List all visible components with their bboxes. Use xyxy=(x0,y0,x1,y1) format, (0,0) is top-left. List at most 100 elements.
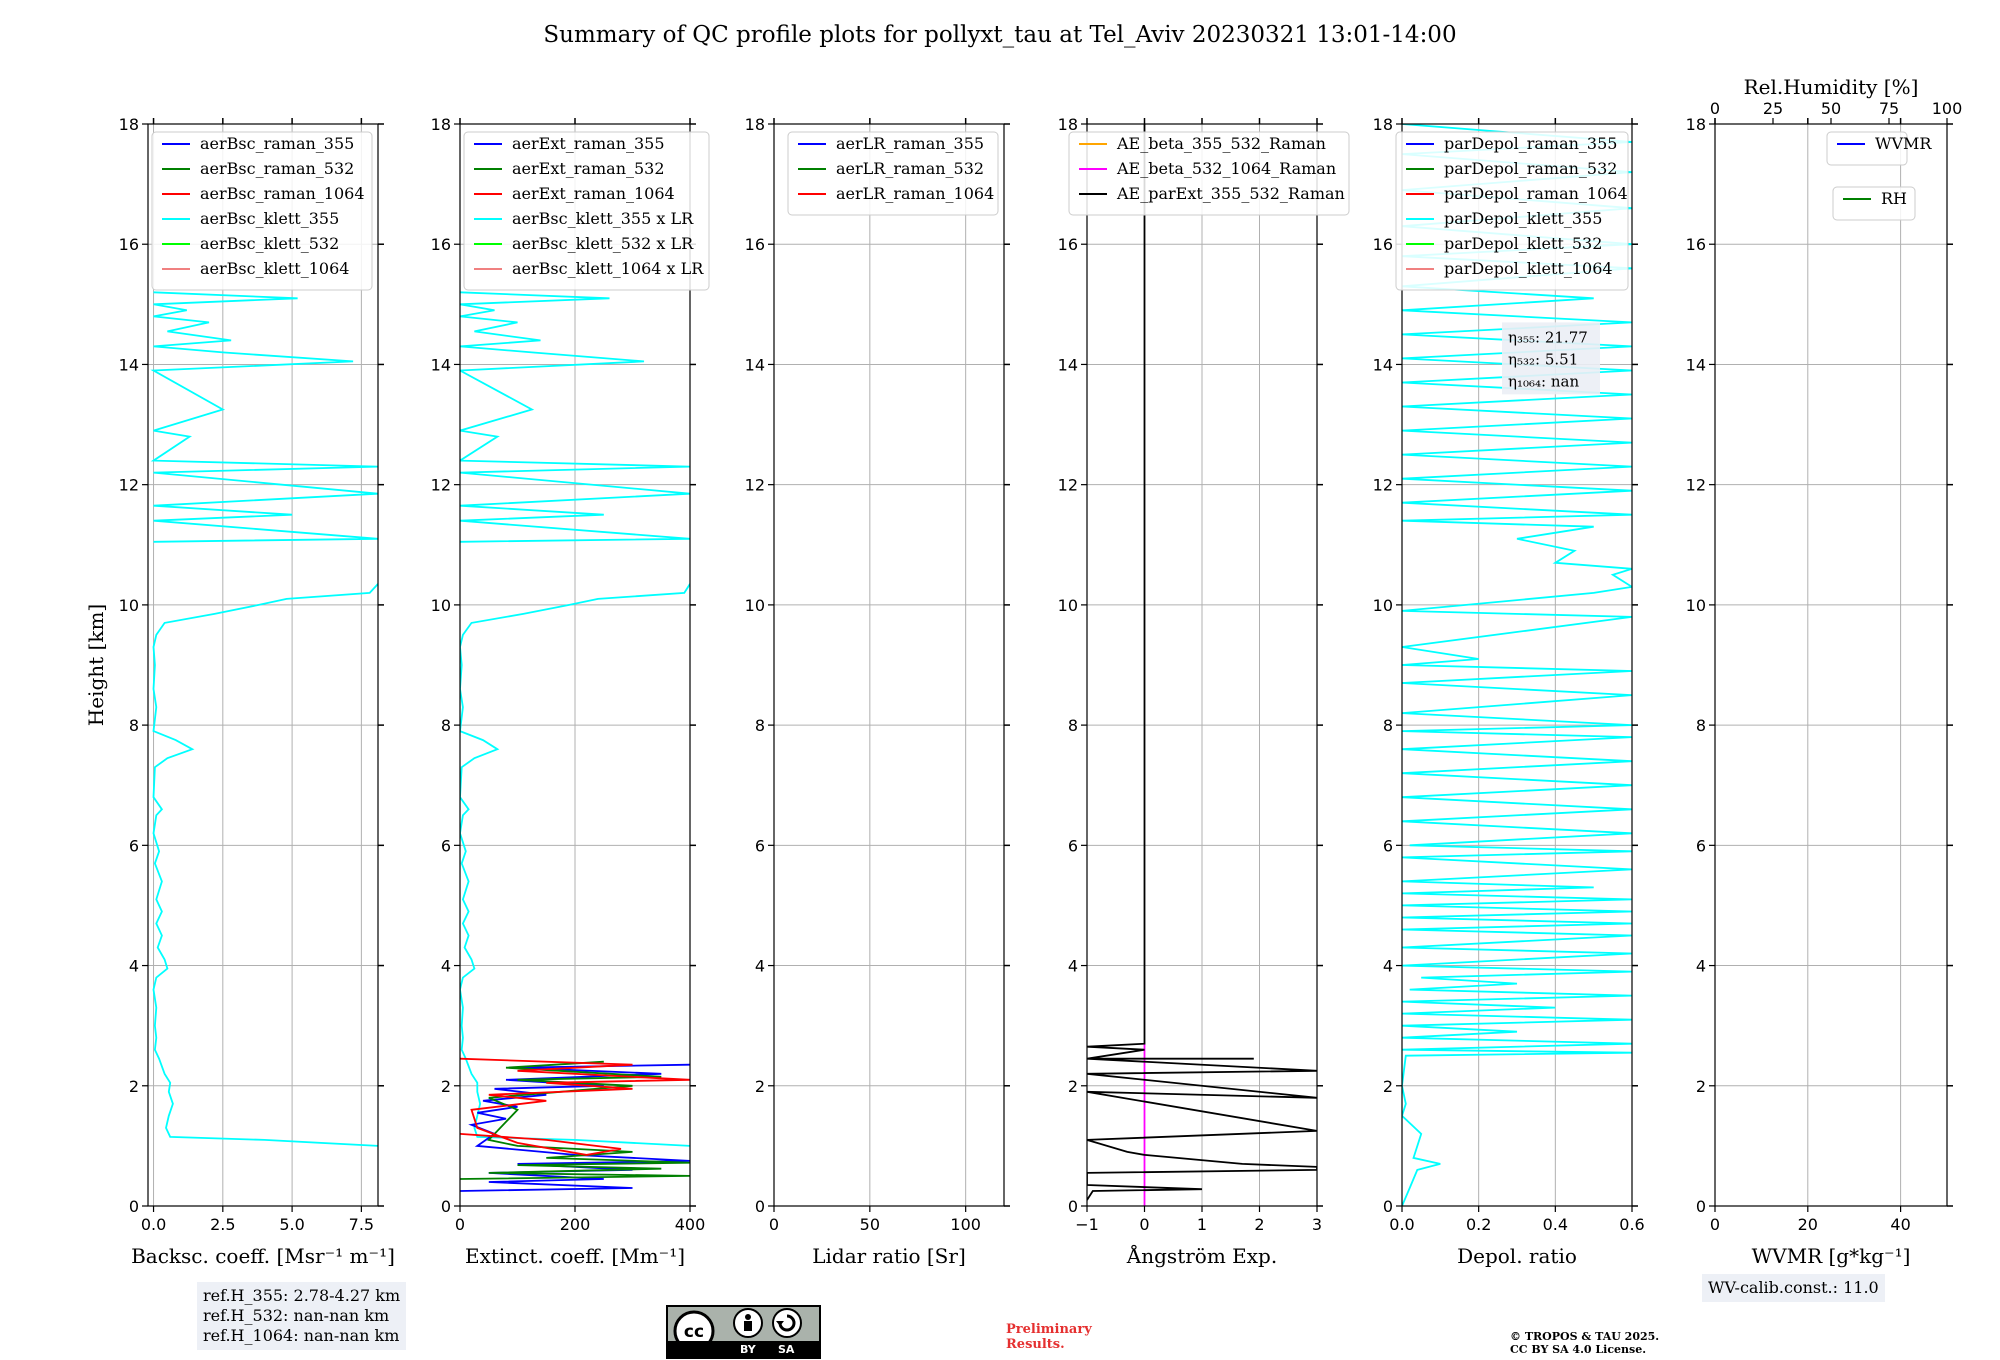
y-tick-label: 6 xyxy=(1696,836,1706,855)
y-tick-label: 2 xyxy=(441,1077,451,1096)
y-tick-label: 12 xyxy=(431,476,451,495)
axes-frame xyxy=(1714,123,1948,1207)
legend-label: aerBsc_klett_355 xyxy=(200,209,339,228)
y-tick-label: 18 xyxy=(1058,115,1078,134)
y-tick-label: 8 xyxy=(1383,716,1393,735)
cc-license-badge: cc BY SA xyxy=(666,1305,821,1359)
legend-label: aerBsc_klett_532 xyxy=(200,234,339,253)
top-axis-label: Rel.Humidity [%] xyxy=(1744,75,1919,99)
y-tick-label: 2 xyxy=(129,1077,139,1096)
legend-label: parDepol_raman_1064 xyxy=(1444,184,1628,203)
y-tick-label: 10 xyxy=(1686,596,1706,615)
series-line-aerBsc_klett_355 x LR xyxy=(460,583,690,1147)
x-tick-label: 5.0 xyxy=(279,1215,304,1234)
cc-icon xyxy=(673,1310,715,1343)
x-axis-label: Backsc. coeff. [Msr⁻¹ m⁻¹] xyxy=(131,1244,395,1268)
y-tick-label: 16 xyxy=(119,235,139,254)
legend-label: parDepol_klett_1064 xyxy=(1444,259,1613,278)
axes-frame xyxy=(773,123,1005,1207)
y-tick-label: 14 xyxy=(1058,355,1078,374)
legend-label: aerExt_raman_355 xyxy=(512,134,665,153)
copyright-line-2: CC BY SA 4.0 License. xyxy=(1510,1343,1647,1356)
x-tick-label: 3 xyxy=(1312,1215,1322,1234)
legend-label: AE_beta_532_1064_Raman xyxy=(1116,159,1336,178)
ref-height-355: ref.H_355: 2.78-4.27 km xyxy=(203,1286,401,1305)
y-tick-label: 16 xyxy=(1686,235,1706,254)
x-tick-label: 0 xyxy=(455,1215,465,1234)
copyright-note: © TROPOS & TAU 2025. CC BY SA 4.0 Licens… xyxy=(1510,1330,1659,1356)
y-tick-label: 0 xyxy=(129,1197,139,1216)
ref-height-1064: ref.H_1064: nan-nan km xyxy=(203,1326,400,1345)
ref-height-532: ref.H_532: nan-nan km xyxy=(203,1306,390,1325)
by-label: BY xyxy=(740,1343,756,1356)
x-tick-label: 0 xyxy=(1710,1215,1720,1234)
x-tick-label: 7.5 xyxy=(349,1215,374,1234)
legend-box xyxy=(1395,131,1629,291)
y-tick-label: 8 xyxy=(1068,716,1078,735)
y-tick-label: 6 xyxy=(1383,836,1393,855)
legend-label: aerBsc_raman_355 xyxy=(200,134,354,153)
y-tick-label: 6 xyxy=(441,836,451,855)
series-line-aerExt_raman_1064 xyxy=(460,1057,690,1156)
legend-label: aerExt_raman_1064 xyxy=(512,184,675,203)
y-tick-label: 12 xyxy=(1058,476,1078,495)
series-line-aerExt_raman_532 xyxy=(460,1060,690,1180)
y-tick-label: 12 xyxy=(1373,476,1393,495)
axes-frame xyxy=(147,123,379,1207)
y-tick-label: 10 xyxy=(431,596,451,615)
wv-calib-text: WV-calib.const.: 11.0 xyxy=(1708,1278,1879,1297)
annotation-box xyxy=(1502,322,1600,395)
x-axis-label: Ångström Exp. xyxy=(1126,1243,1277,1268)
y-tick-label: 0 xyxy=(1068,1197,1078,1216)
axes-frame xyxy=(1401,123,1633,1207)
x-tick-label: 20 xyxy=(1798,1215,1818,1234)
annotation-text: η₅₃₂: 5.51 xyxy=(1508,350,1578,368)
copyright-line-1: © TROPOS & TAU 2025. xyxy=(1510,1330,1660,1343)
legend-label: aerBsc_klett_1064 x LR xyxy=(512,259,704,278)
legend-label: parDepol_raman_355 xyxy=(1444,134,1617,153)
top-tick-label: 25 xyxy=(1763,99,1783,118)
y-tick-label: 4 xyxy=(129,957,139,976)
legend-label: parDepol_raman_532 xyxy=(1444,159,1617,178)
y-tick-label: 12 xyxy=(1686,476,1706,495)
y-tick-label: 6 xyxy=(755,836,765,855)
y-tick-label: 10 xyxy=(1058,596,1078,615)
x-tick-label: 40 xyxy=(1890,1215,1910,1234)
legend: AE_beta_355_532_Raman AE_beta_532_1064_Ra… xyxy=(1068,131,1350,216)
annotation-text: η₁₀₆₄: nan xyxy=(1508,372,1579,390)
x-tick-label: 2.5 xyxy=(210,1215,235,1234)
legend: aerExt_raman_355 aerExt_raman_532 aerExt_r… xyxy=(463,131,710,291)
legend-label: aerBsc_klett_532 x LR xyxy=(512,234,694,253)
series-line-parDepol_klett_355 xyxy=(1402,124,1632,1206)
y-tick-label: 4 xyxy=(441,957,451,976)
y-tick-label: 4 xyxy=(755,957,765,976)
x-tick-label: 0 xyxy=(769,1215,779,1234)
y-tick-label: 10 xyxy=(119,596,139,615)
y-tick-label: 16 xyxy=(431,235,451,254)
cc-icon-text: cc xyxy=(684,1322,704,1342)
y-tick-label: 4 xyxy=(1068,957,1078,976)
legend-box xyxy=(463,131,710,291)
top-tick-label: 75 xyxy=(1879,99,1899,118)
y-tick-label: 8 xyxy=(1696,716,1706,735)
series-line-AE_parExt_355_532_Raman xyxy=(1087,124,1317,1201)
x-axis-label: Depol. ratio xyxy=(1457,1244,1577,1268)
y-tick-label: 8 xyxy=(441,716,451,735)
y-tick-label: 18 xyxy=(431,115,451,134)
preliminary-note: Preliminary Results. xyxy=(1006,1322,1092,1352)
panel-2: 0 2 4 6 8 10 12 14 16 18 0 200 400 Extinct. coeff. [M… xyxy=(431,115,710,1268)
x-tick-label: 50 xyxy=(860,1215,880,1234)
y-tick-label: 10 xyxy=(1373,596,1393,615)
x-axis-label: WVMR [g*kg⁻¹] xyxy=(1752,1244,1911,1268)
sa-label: SA xyxy=(778,1343,795,1356)
y-tick-label: 6 xyxy=(129,836,139,855)
y-tick-label: 18 xyxy=(745,115,765,134)
y-tick-label: 16 xyxy=(745,235,765,254)
x-tick-label: 0 xyxy=(1139,1215,1149,1234)
legend-label: AE_parExt_355_532_Raman xyxy=(1116,184,1345,203)
legend-label: RH xyxy=(1881,189,1907,208)
x-axis-label: Lidar ratio [Sr] xyxy=(812,1244,966,1268)
y-tick-label: 16 xyxy=(1373,235,1393,254)
